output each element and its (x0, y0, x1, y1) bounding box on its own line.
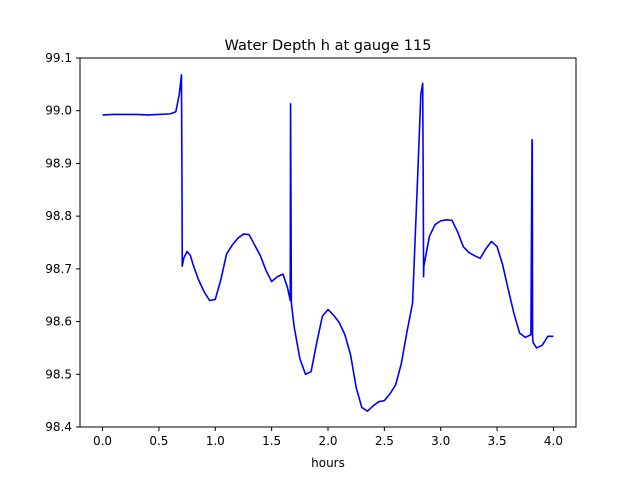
y-tick-label: 98.7 (45, 262, 72, 276)
x-tick-label: 0.0 (93, 434, 112, 448)
x-tick-label: 3.5 (488, 434, 507, 448)
x-tick-label: 1.5 (262, 434, 281, 448)
y-tick-label: 98.5 (45, 367, 72, 381)
plot-frame (79, 57, 577, 428)
x-axis-label: hours (311, 456, 345, 470)
plot-area (80, 58, 576, 427)
y-tick-label: 99.0 (45, 104, 72, 118)
x-tick-label: 1.0 (206, 434, 225, 448)
x-tick-label: 4.0 (544, 434, 563, 448)
y-tick-label: 98.9 (45, 156, 72, 170)
y-tick-label: 98.4 (45, 420, 72, 434)
y-axis-ticks: 98.4 98.5 98.6 98.7 98.8 98.9 99.0 99.1 (45, 51, 80, 434)
series-line-1 (102, 74, 554, 412)
x-axis-ticks: 0.0 0.5 1.0 1.5 2.0 2.5 3.0 3.5 4.0 (93, 427, 563, 448)
chart-title: Water Depth h at gauge 115 (225, 38, 432, 54)
y-tick-label: 98.6 (45, 315, 72, 329)
x-tick-label: 0.5 (149, 434, 168, 448)
x-tick-label: 2.5 (375, 434, 394, 448)
x-tick-label: 2.0 (318, 434, 337, 448)
series-layer (102, 74, 554, 412)
x-tick-label: 3.0 (431, 434, 450, 448)
y-tick-label: 98.8 (45, 209, 72, 223)
y-tick-label: 99.1 (45, 51, 72, 65)
